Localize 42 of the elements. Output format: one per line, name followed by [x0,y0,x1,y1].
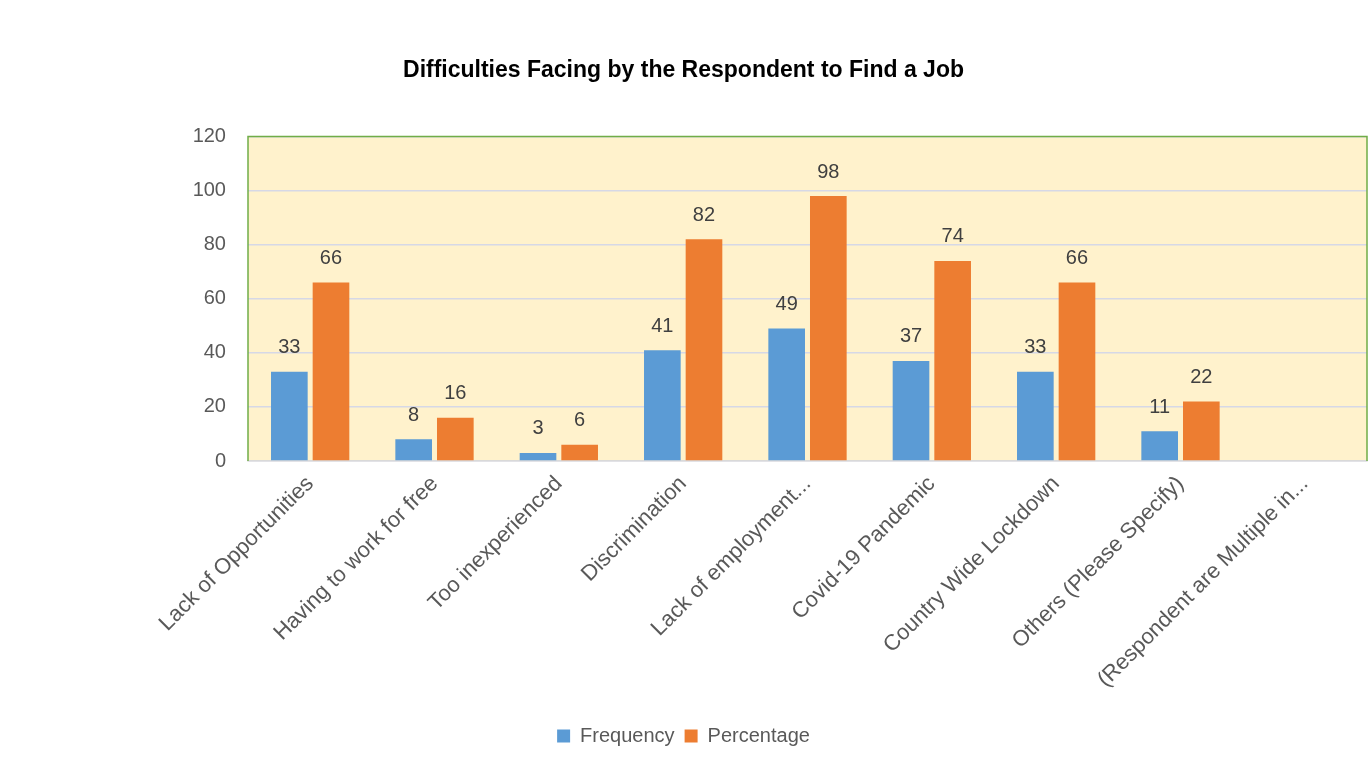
y-tick-label: 60 [203,286,226,309]
bar [312,282,350,461]
y-tick-label: 120 [192,124,226,147]
bar [1017,371,1054,461]
data-label: 8 [408,402,420,425]
data-label: 74 [941,224,964,247]
bar [437,417,474,461]
bar [892,360,930,461]
y-tick-label: 100 [192,178,226,201]
data-label: 33 [278,335,301,358]
bar [644,350,681,461]
data-label: 82 [692,202,716,225]
y-tick-label: 80 [203,232,226,255]
bar [1141,431,1178,461]
y-tick-label: 0 [214,448,226,471]
y-tick-label: 20 [203,394,226,417]
data-label: 33 [1024,335,1047,358]
y-tick-label: 40 [203,340,226,363]
legend-label: Percentage [707,723,810,746]
data-label: 98 [817,159,840,182]
data-label: 49 [775,292,798,315]
bar [1183,401,1220,461]
bar [1058,282,1096,461]
data-label: 66 [1065,246,1089,269]
data-label: 3 [532,416,544,439]
bar [810,196,847,461]
bar [934,260,971,461]
bar [519,452,557,461]
data-label: 11 [1149,394,1171,417]
bar [561,444,598,461]
data-label: 16 [444,381,467,404]
bar [768,328,805,461]
bar [395,439,432,461]
data-label: 37 [899,324,923,347]
bar [685,239,723,461]
data-label: 22 [1190,365,1213,388]
chart-title: Difficulties Facing by the Respondent to Find a Job [403,56,964,83]
bar [271,371,308,461]
data-label: 6 [574,408,586,431]
data-label: 41 [651,313,674,336]
legend-label: Frequency [580,723,675,746]
data-label: 66 [319,246,343,269]
